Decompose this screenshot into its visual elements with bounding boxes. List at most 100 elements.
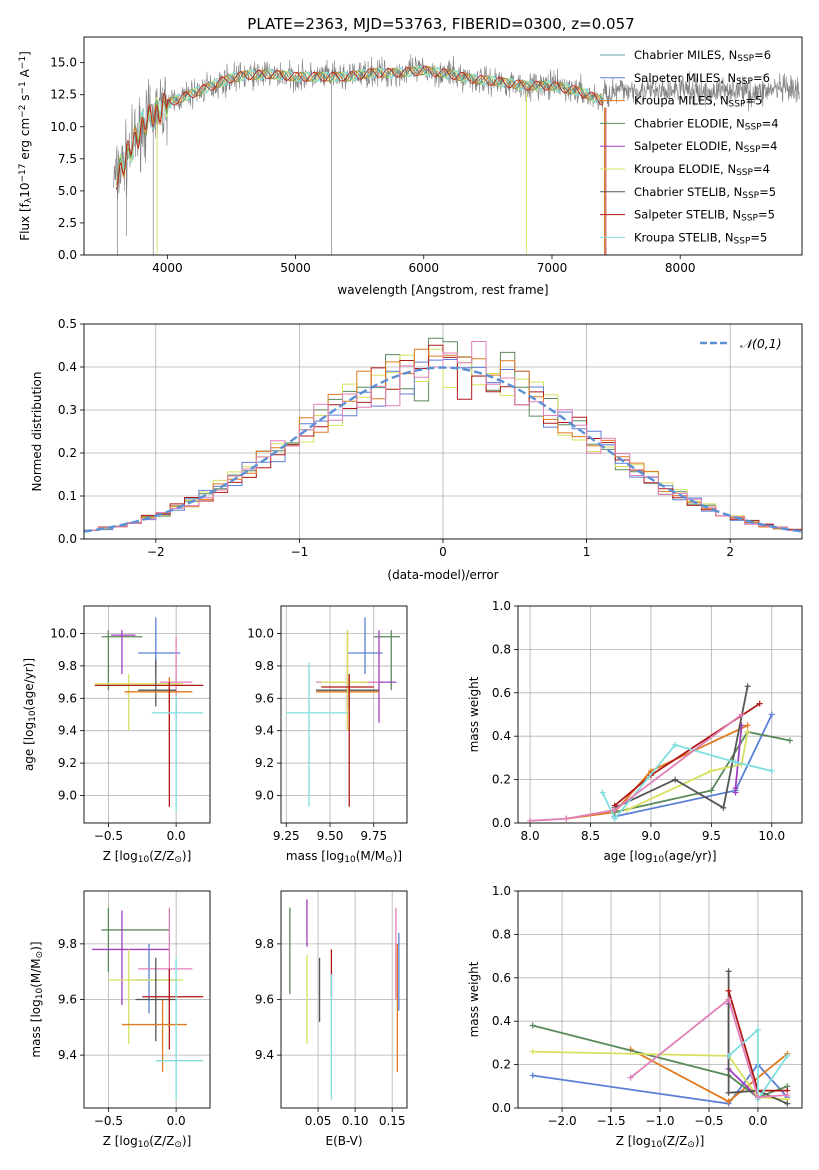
legend-entry: Kroupa ELODIE, NSSP=4 [634, 162, 770, 178]
label-part: Salpeter MILES, N [634, 71, 736, 85]
label-part: )] [393, 849, 402, 863]
label-part: mass [log [286, 849, 344, 863]
label-part: Salpeter ELODIE, N [634, 139, 744, 153]
y-tick-label: 9.8 [58, 659, 77, 673]
plot-area [518, 606, 802, 823]
x-axis-label: wavelength [Angstrom, rest frame] [337, 283, 548, 297]
y-tick-label: 9.8 [58, 937, 77, 951]
x-tick-label: −1 [291, 545, 309, 559]
figure-title: PLATE=2363, MJD=53763, FIBERID=0300, z=0… [247, 15, 634, 33]
x-tick-label: 7000 [537, 261, 568, 275]
y-tick-label: 10.0 [50, 627, 77, 641]
series-line [728, 1027, 789, 1103]
errorbar-point [135, 957, 177, 1042]
x-tick-label: 9.5 [702, 829, 721, 843]
y-tick-label: 9.4 [255, 1048, 274, 1062]
label-part: (Z/Z [149, 1134, 174, 1148]
legend-entry: Kroupa STELIB, NSSP=5 [634, 230, 767, 246]
x-tick-label: −0.5 [694, 1114, 723, 1128]
label-part: Normed distribution [30, 372, 44, 492]
x-axis-label: Z [log10(Z/Z⊙)] [103, 1134, 192, 1150]
label-part: Chabrier MILES, N [634, 48, 737, 62]
axes-frame [280, 890, 408, 1109]
errorbar-point [94, 674, 183, 731]
label-part: 10 [18, 183, 32, 198]
label-part: )] [182, 849, 191, 863]
gaussian-curve [84, 366, 802, 533]
series-line [727, 971, 788, 1105]
errorbar-point [286, 662, 348, 807]
label-part: (M/M [356, 849, 385, 863]
label-part: Flux [f [18, 202, 32, 240]
label-part: mass weight [467, 961, 481, 1037]
x-axis-label: age [log10(age/yr)] [603, 849, 716, 865]
label-part: 10 [138, 1140, 150, 1150]
label-part: mass weight [467, 676, 481, 752]
y-tick-label: 0.8 [492, 927, 511, 941]
histogram-step [84, 341, 802, 531]
y-tick-label: 2.5 [58, 216, 77, 230]
label-part: =4 [762, 116, 779, 130]
y-tick-label: 9.4 [58, 724, 77, 738]
axes-frame [83, 890, 211, 1109]
label-part: ⊙ [687, 1140, 695, 1150]
label-part: −2 [18, 105, 28, 118]
label-part: SSP [741, 214, 758, 224]
x-axis-label: (data-model)/error [387, 568, 498, 582]
x-tick-label: 1 [583, 545, 591, 559]
label-part: Z [log [103, 1134, 138, 1148]
label-part: =5 [758, 208, 775, 222]
errorbar-point [151, 695, 204, 812]
weight-series [725, 1026, 791, 1103]
x-axis-label: E(B-V) [325, 1134, 362, 1148]
x-tick-label: −0.5 [94, 1114, 123, 1128]
label-part: 10 [35, 988, 45, 1000]
x-tick-label: −0.5 [94, 829, 123, 843]
x-tick-label: 8000 [665, 261, 696, 275]
y-axis-label: Flux [fλ10−17 erg cm−2 s−1 A−1] [18, 51, 34, 241]
legend-entry: Chabrier STELIB, NSSP=5 [634, 185, 776, 201]
series-line [532, 1050, 788, 1101]
plot-area [113, 54, 800, 255]
x-tick-label: 0.0 [748, 1114, 767, 1128]
label-part: Z [log [103, 849, 138, 863]
label-part: SSP [745, 123, 762, 133]
y-tick-label: 0.0 [58, 532, 77, 546]
label-part: )] [29, 941, 43, 950]
label-part: A [18, 68, 32, 81]
label-part: (age/yr)] [22, 658, 36, 710]
y-tick-label: 0.4 [492, 1014, 511, 1028]
y-tick-label: 0.2 [492, 773, 511, 787]
axes-frame [83, 36, 803, 256]
x-tick-label: 9.75 [360, 829, 387, 843]
plot-area [84, 324, 802, 539]
y-tick-label: 9.4 [255, 724, 274, 738]
plot-area [84, 606, 210, 823]
axes-frame [83, 605, 211, 824]
y-tick-label: 0.6 [492, 971, 511, 985]
label-part: 10 [651, 1140, 663, 1150]
series-line [614, 686, 749, 810]
x-axis-label: Z [log10(Z/Z⊙)] [616, 1134, 705, 1150]
model-spectrum [115, 65, 604, 191]
y-axis-label: Normed distribution [30, 372, 44, 492]
label-part: SSP [736, 168, 753, 178]
legend-entry: 𝒩(0,1) [740, 336, 782, 351]
histogram-step [84, 337, 802, 531]
label-part: SSP [729, 100, 746, 110]
y-tick-label: 1.0 [492, 599, 511, 613]
panel-weight_vs_Z: −2.0 −1.5 −1.0 −0.5 0.0 0.0 0.2 0.4 0.6 0.8 1.0 Z [… [467, 884, 803, 1150]
label-part: mass [log [29, 999, 43, 1057]
weight-series [732, 722, 745, 796]
y-tick-label: 9.0 [58, 788, 77, 802]
label-part: −1 [18, 56, 28, 69]
x-tick-label: 9.50 [317, 829, 344, 843]
y-tick-label: 0.4 [492, 729, 511, 743]
label-part: =6 [753, 71, 770, 85]
errorbar-point [111, 630, 136, 675]
legend-entry: Kroupa MILES, NSSP=5 [634, 94, 762, 110]
x-tick-label: 8.0 [521, 829, 540, 843]
label-part: Kroupa ELODIE, N [634, 162, 736, 176]
y-tick-label: 9.6 [255, 691, 274, 705]
